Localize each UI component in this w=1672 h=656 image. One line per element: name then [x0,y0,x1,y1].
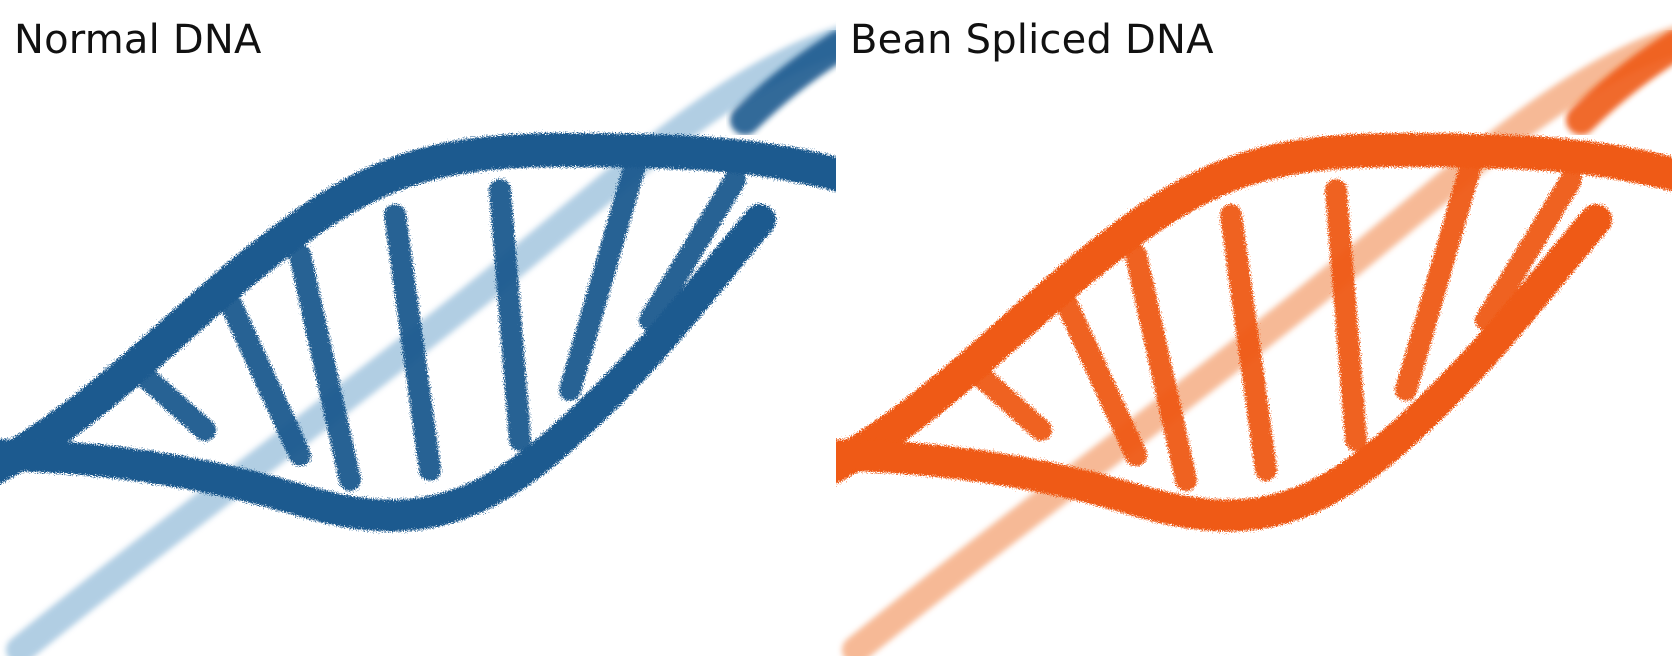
dna-helix-illustration-bean-spliced [836,0,1672,656]
dna-helix-illustration-normal [0,0,836,656]
panel-title: Bean Spliced DNA [850,14,1214,66]
panel-title: Normal DNA [14,14,262,66]
panel-bean-spliced-dna: Bean Spliced DNA [836,0,1672,656]
panel-normal-dna: Normal DNA [0,0,836,656]
